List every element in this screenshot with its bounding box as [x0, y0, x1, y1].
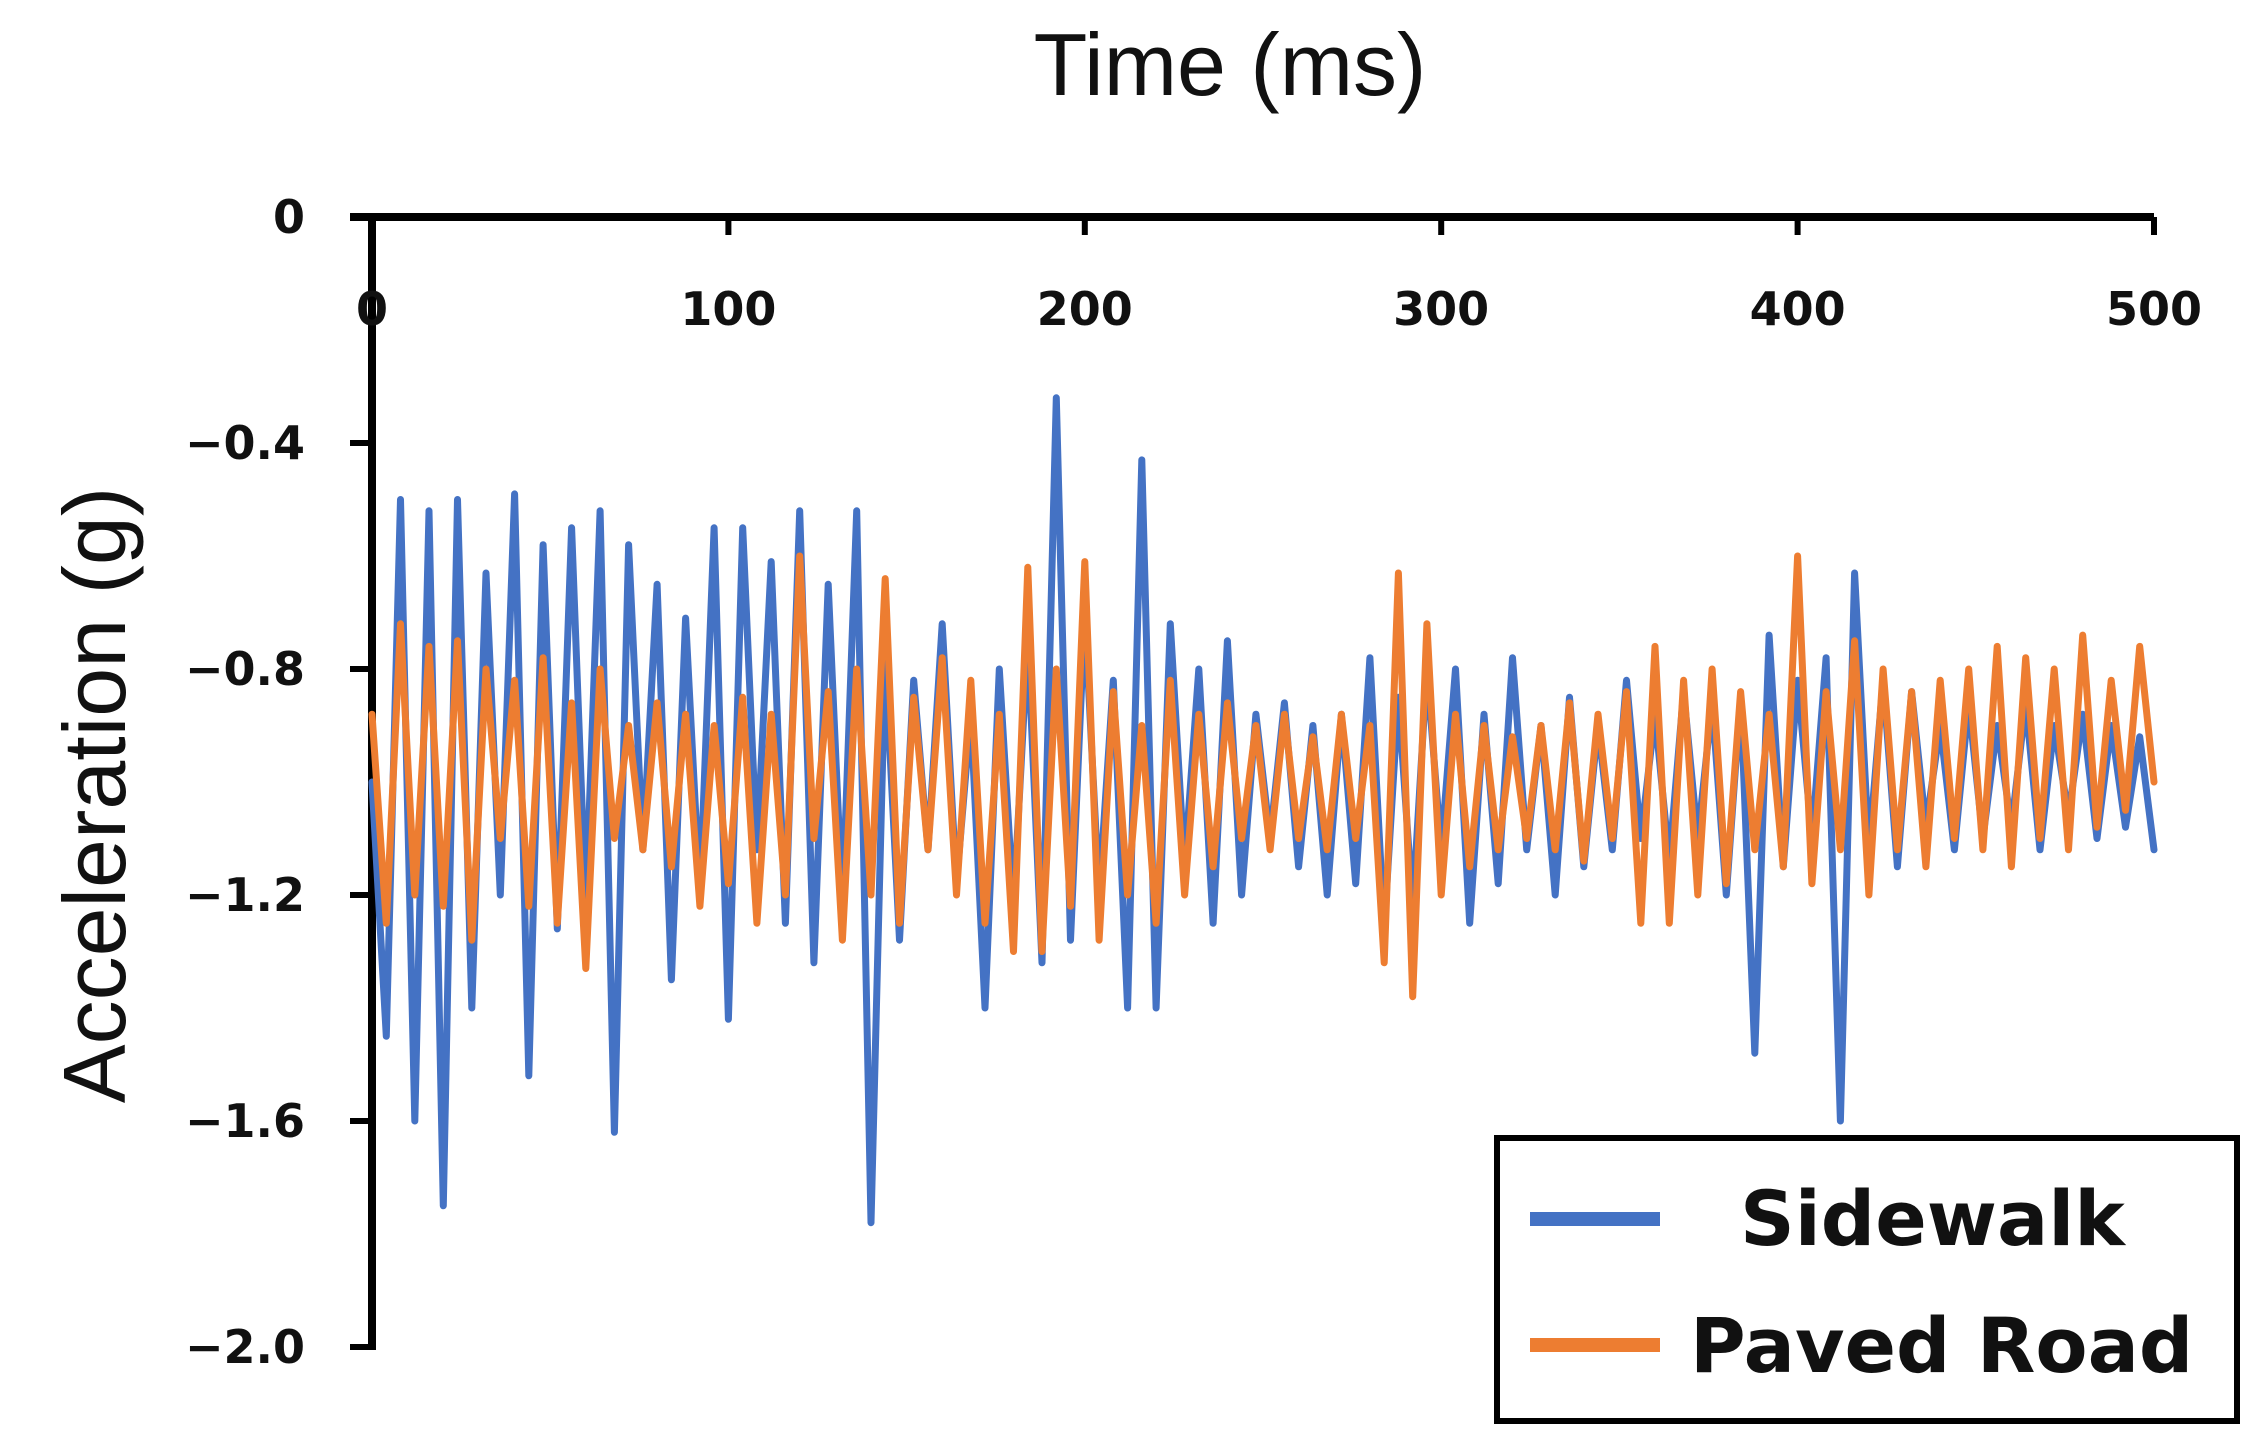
y-tick-label-2: −0.8	[185, 642, 305, 696]
x-axis-title: Time (ms)	[1034, 15, 1427, 114]
legend-label-paved-road: Paved Road	[1690, 1301, 2193, 1390]
x-tick-label-400: 400	[1750, 282, 1846, 336]
y-tick-label-4: −1.6	[185, 1094, 305, 1148]
x-tick-label-100: 100	[680, 282, 776, 336]
legend-box	[1494, 1135, 2240, 1424]
y-tick-label-0: 0	[273, 190, 305, 244]
y-axis-title: Acceleration (g)	[45, 487, 144, 1103]
legend: Sidewalk Paved Road	[1494, 1135, 2240, 1424]
y-tick-label-5: −2.0	[185, 1320, 305, 1374]
series-line-paved-road	[368, 552, 2158, 1001]
y-tick-label-3: −1.2	[185, 868, 305, 922]
x-tick-label-200: 200	[1037, 282, 1133, 336]
x-tick-label-500: 500	[2106, 282, 2202, 336]
x-tick-label-300: 300	[1393, 282, 1489, 336]
legend-label-sidewalk: Sidewalk	[1740, 1174, 2126, 1263]
x-tick-label-0: 0	[356, 282, 388, 336]
y-tick-label-1: −0.4	[185, 416, 305, 470]
